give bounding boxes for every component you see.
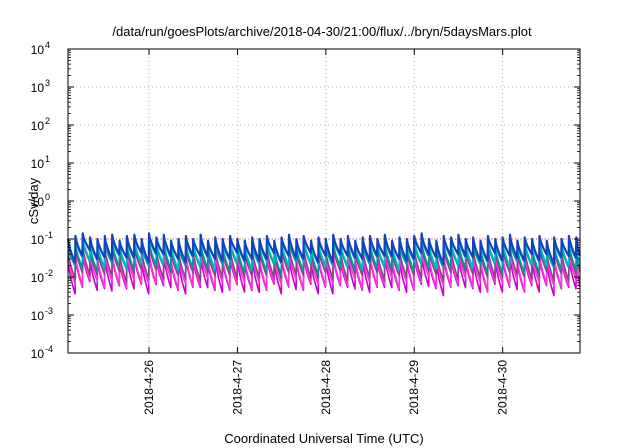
x-tick-label: 2018-4-27 <box>230 360 244 415</box>
y-tick-label: 10 <box>31 347 45 361</box>
x-tick-label: 2018-4-29 <box>407 360 421 415</box>
y-tick-exponent: -4 <box>45 344 53 354</box>
y-tick-exponent: 2 <box>45 116 50 126</box>
chart-title: /data/run/goesPlots/archive/2018-04-30/2… <box>112 24 532 39</box>
y-tick-exponent: 1 <box>45 154 50 164</box>
y-tick-label: 10 <box>31 119 45 133</box>
y-tick-exponent: -3 <box>45 306 53 316</box>
y-tick-label: 10 <box>31 157 45 171</box>
y-tick-label: 10 <box>31 195 45 209</box>
series-layer <box>66 232 581 297</box>
x-tick-label: 2018-4-30 <box>496 360 510 415</box>
y-tick-exponent: 3 <box>45 78 50 88</box>
y-tick-label: 10 <box>31 81 45 95</box>
y-tick-label: 10 <box>31 43 45 57</box>
x-tick-label: 2018-4-28 <box>319 360 333 415</box>
plot-frame <box>67 48 581 354</box>
y-tick-label: 10 <box>31 271 45 285</box>
x-tick-label: 2018-4-26 <box>142 360 156 415</box>
y-axis-label: cSv/day <box>26 177 41 224</box>
grid-layer <box>68 49 580 353</box>
y-tick-exponent: -2 <box>45 268 53 278</box>
y-tick-exponent: -1 <box>45 230 53 240</box>
y-tick-exponent: 0 <box>45 192 50 202</box>
series-line-6 <box>66 232 581 266</box>
y-tick-label: 10 <box>31 233 45 247</box>
x-axis-label: Coordinated Universal Time (UTC) <box>224 431 423 446</box>
y-tick-exponent: 4 <box>45 40 50 50</box>
y-tick-label: 10 <box>31 309 45 323</box>
